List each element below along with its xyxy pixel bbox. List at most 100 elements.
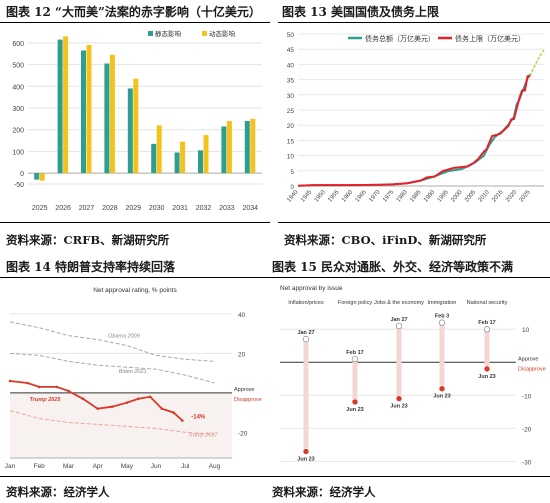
approve-label: Approve xyxy=(518,356,539,362)
issue-approval-dot-chart: Net approval by issue 10 -10 -20 -30 Approve D… xyxy=(280,285,546,466)
disapprove-label: Disapprove xyxy=(518,366,546,372)
chart-12-title: 图表 12 “大而美”法案的赤字影响（十亿美元） xyxy=(6,5,261,19)
series-line-total-debt xyxy=(297,73,532,187)
x-tick-label: 2025 xyxy=(519,189,533,204)
x-tick-label: 2005 xyxy=(464,189,478,204)
chart-14-title: 图表 14 特朗普支持率持续回落 xyxy=(6,260,176,274)
x-tick-label: 2034 xyxy=(243,205,259,212)
end-date-label: Jun 23 xyxy=(478,374,495,380)
start-date-label: Feb 3 xyxy=(435,314,449,320)
x-tick-label: 1940 xyxy=(286,189,300,204)
y-tick-label: -20 xyxy=(522,426,532,433)
trump-approval-line-chart: Net approval rating, % points 40 20 -20 Appr… xyxy=(5,287,262,470)
data-point xyxy=(148,395,152,399)
chart-15-top-rule xyxy=(268,277,550,278)
x-tick-label: 1950 xyxy=(314,189,328,204)
end-dot xyxy=(438,385,446,392)
y-tick-label: 10 xyxy=(522,327,530,334)
end-dot xyxy=(302,448,310,455)
series-label: Trump 2025 xyxy=(30,397,62,403)
data-point xyxy=(110,405,114,408)
bar-dynamic-2026 xyxy=(63,36,69,174)
chart-13-title: 图表 13 美国国债及债务上限 xyxy=(282,5,440,19)
bar-static-2029 xyxy=(127,88,133,174)
x-tick-label: 2020 xyxy=(505,189,519,204)
y-tick-label: -50 xyxy=(14,182,24,189)
change-bar xyxy=(439,322,445,389)
start-date-label: Feb 17 xyxy=(346,350,363,356)
bar-static-2032 xyxy=(198,150,203,174)
legend-label: 静态影响 xyxy=(155,29,182,38)
series-label: Obama 2009 xyxy=(108,334,140,340)
bar-dynamic-2027 xyxy=(86,45,92,174)
x-tick-label: 1970 xyxy=(368,189,382,204)
data-point xyxy=(81,397,85,401)
legend-label: 动态影响 xyxy=(209,29,236,38)
x-tick-label: Jul xyxy=(181,463,190,470)
y-tick-label: 20 xyxy=(287,123,295,130)
x-tick-label: 2026 xyxy=(55,205,71,212)
legend-swatch xyxy=(202,31,207,36)
x-tick-label: Jan xyxy=(5,463,16,470)
data-point xyxy=(96,407,99,410)
x-tick-label: 2032 xyxy=(196,205,212,212)
data-point xyxy=(137,397,140,401)
end-date-label: Jun 23 xyxy=(346,407,363,413)
y-tick-label: 200 xyxy=(12,128,24,135)
change-bar xyxy=(352,358,358,402)
bar-static-2027 xyxy=(81,50,86,174)
chart-subtitle: Net approval rating, % points xyxy=(93,287,177,294)
chart-13-top-rule xyxy=(278,22,550,23)
y-tick-label: 30 xyxy=(287,93,295,100)
y-tick-label: -10 xyxy=(522,393,532,400)
y-tick-label: -30 xyxy=(522,459,532,466)
x-tick-label: 2015 xyxy=(491,189,505,204)
y-tick-label: 300 xyxy=(12,106,24,113)
chart-15-source: 资料来源：经济学人 xyxy=(272,485,376,499)
bar-dynamic-2034 xyxy=(250,118,256,174)
y-tick-label: 100 xyxy=(12,149,24,156)
change-bar xyxy=(396,325,402,399)
bar-dynamic-2033 xyxy=(226,121,232,174)
series-line-biden-2021 xyxy=(9,352,215,384)
x-tick-label: 1990 xyxy=(423,189,437,204)
x-tick-label: 1960 xyxy=(341,189,355,204)
y-tick-label: 600 xyxy=(12,41,24,48)
x-tick-label: 2030 xyxy=(149,205,165,212)
chart-15-bottom-rule xyxy=(268,476,550,477)
start-dot xyxy=(483,326,491,333)
data-point xyxy=(160,407,164,410)
start-date-label: Jan 27 xyxy=(390,317,407,323)
data-point xyxy=(26,381,29,385)
x-tick-label: 1965 xyxy=(355,189,369,204)
bar-dynamic-2029 xyxy=(133,78,139,174)
x-tick-label: 2029 xyxy=(126,205,142,212)
disapprove-label: Disapprove xyxy=(234,397,262,403)
y-tick-label: 25 xyxy=(287,108,295,115)
y-tick-label: 45 xyxy=(287,47,295,54)
y-tick-label: 35 xyxy=(287,78,295,85)
chart-subtitle: Net approval by issue xyxy=(280,285,343,292)
legend-label: 债务上限（万亿美元） xyxy=(455,34,525,43)
bar-dynamic-2025 xyxy=(39,173,45,181)
end-dot xyxy=(483,365,491,373)
x-tick-label: Apr xyxy=(93,463,104,470)
y-tick-label: 5 xyxy=(290,169,294,176)
bar-dynamic-2032 xyxy=(203,135,209,174)
y-tick-label: 40 xyxy=(287,62,295,69)
chart-15-title: 图表 15 民众对通胀、外交、经济等政策不满 xyxy=(272,260,514,274)
bar-static-2030 xyxy=(151,143,157,174)
end-date-label: Jun 23 xyxy=(433,394,450,400)
y-tick-label: 20 xyxy=(238,351,246,358)
series-label: Trump 2017 xyxy=(188,432,218,438)
category-label: National security xyxy=(467,300,508,306)
end-value-annotation: -14% xyxy=(191,415,206,421)
bar-static-2031 xyxy=(174,152,180,174)
category-label: Inflation/prices xyxy=(288,300,324,306)
start-date-label: Jan 27 xyxy=(297,330,314,336)
bar-dynamic-2031 xyxy=(180,141,186,174)
x-tick-label: 1980 xyxy=(396,189,410,204)
x-tick-label: Feb xyxy=(34,463,46,470)
deficit-impact-bar-chart: -50 0 100 200 300 400 500 600 2025 2026 2027 2028 20… xyxy=(12,29,262,212)
bar-static-2028 xyxy=(104,63,110,174)
